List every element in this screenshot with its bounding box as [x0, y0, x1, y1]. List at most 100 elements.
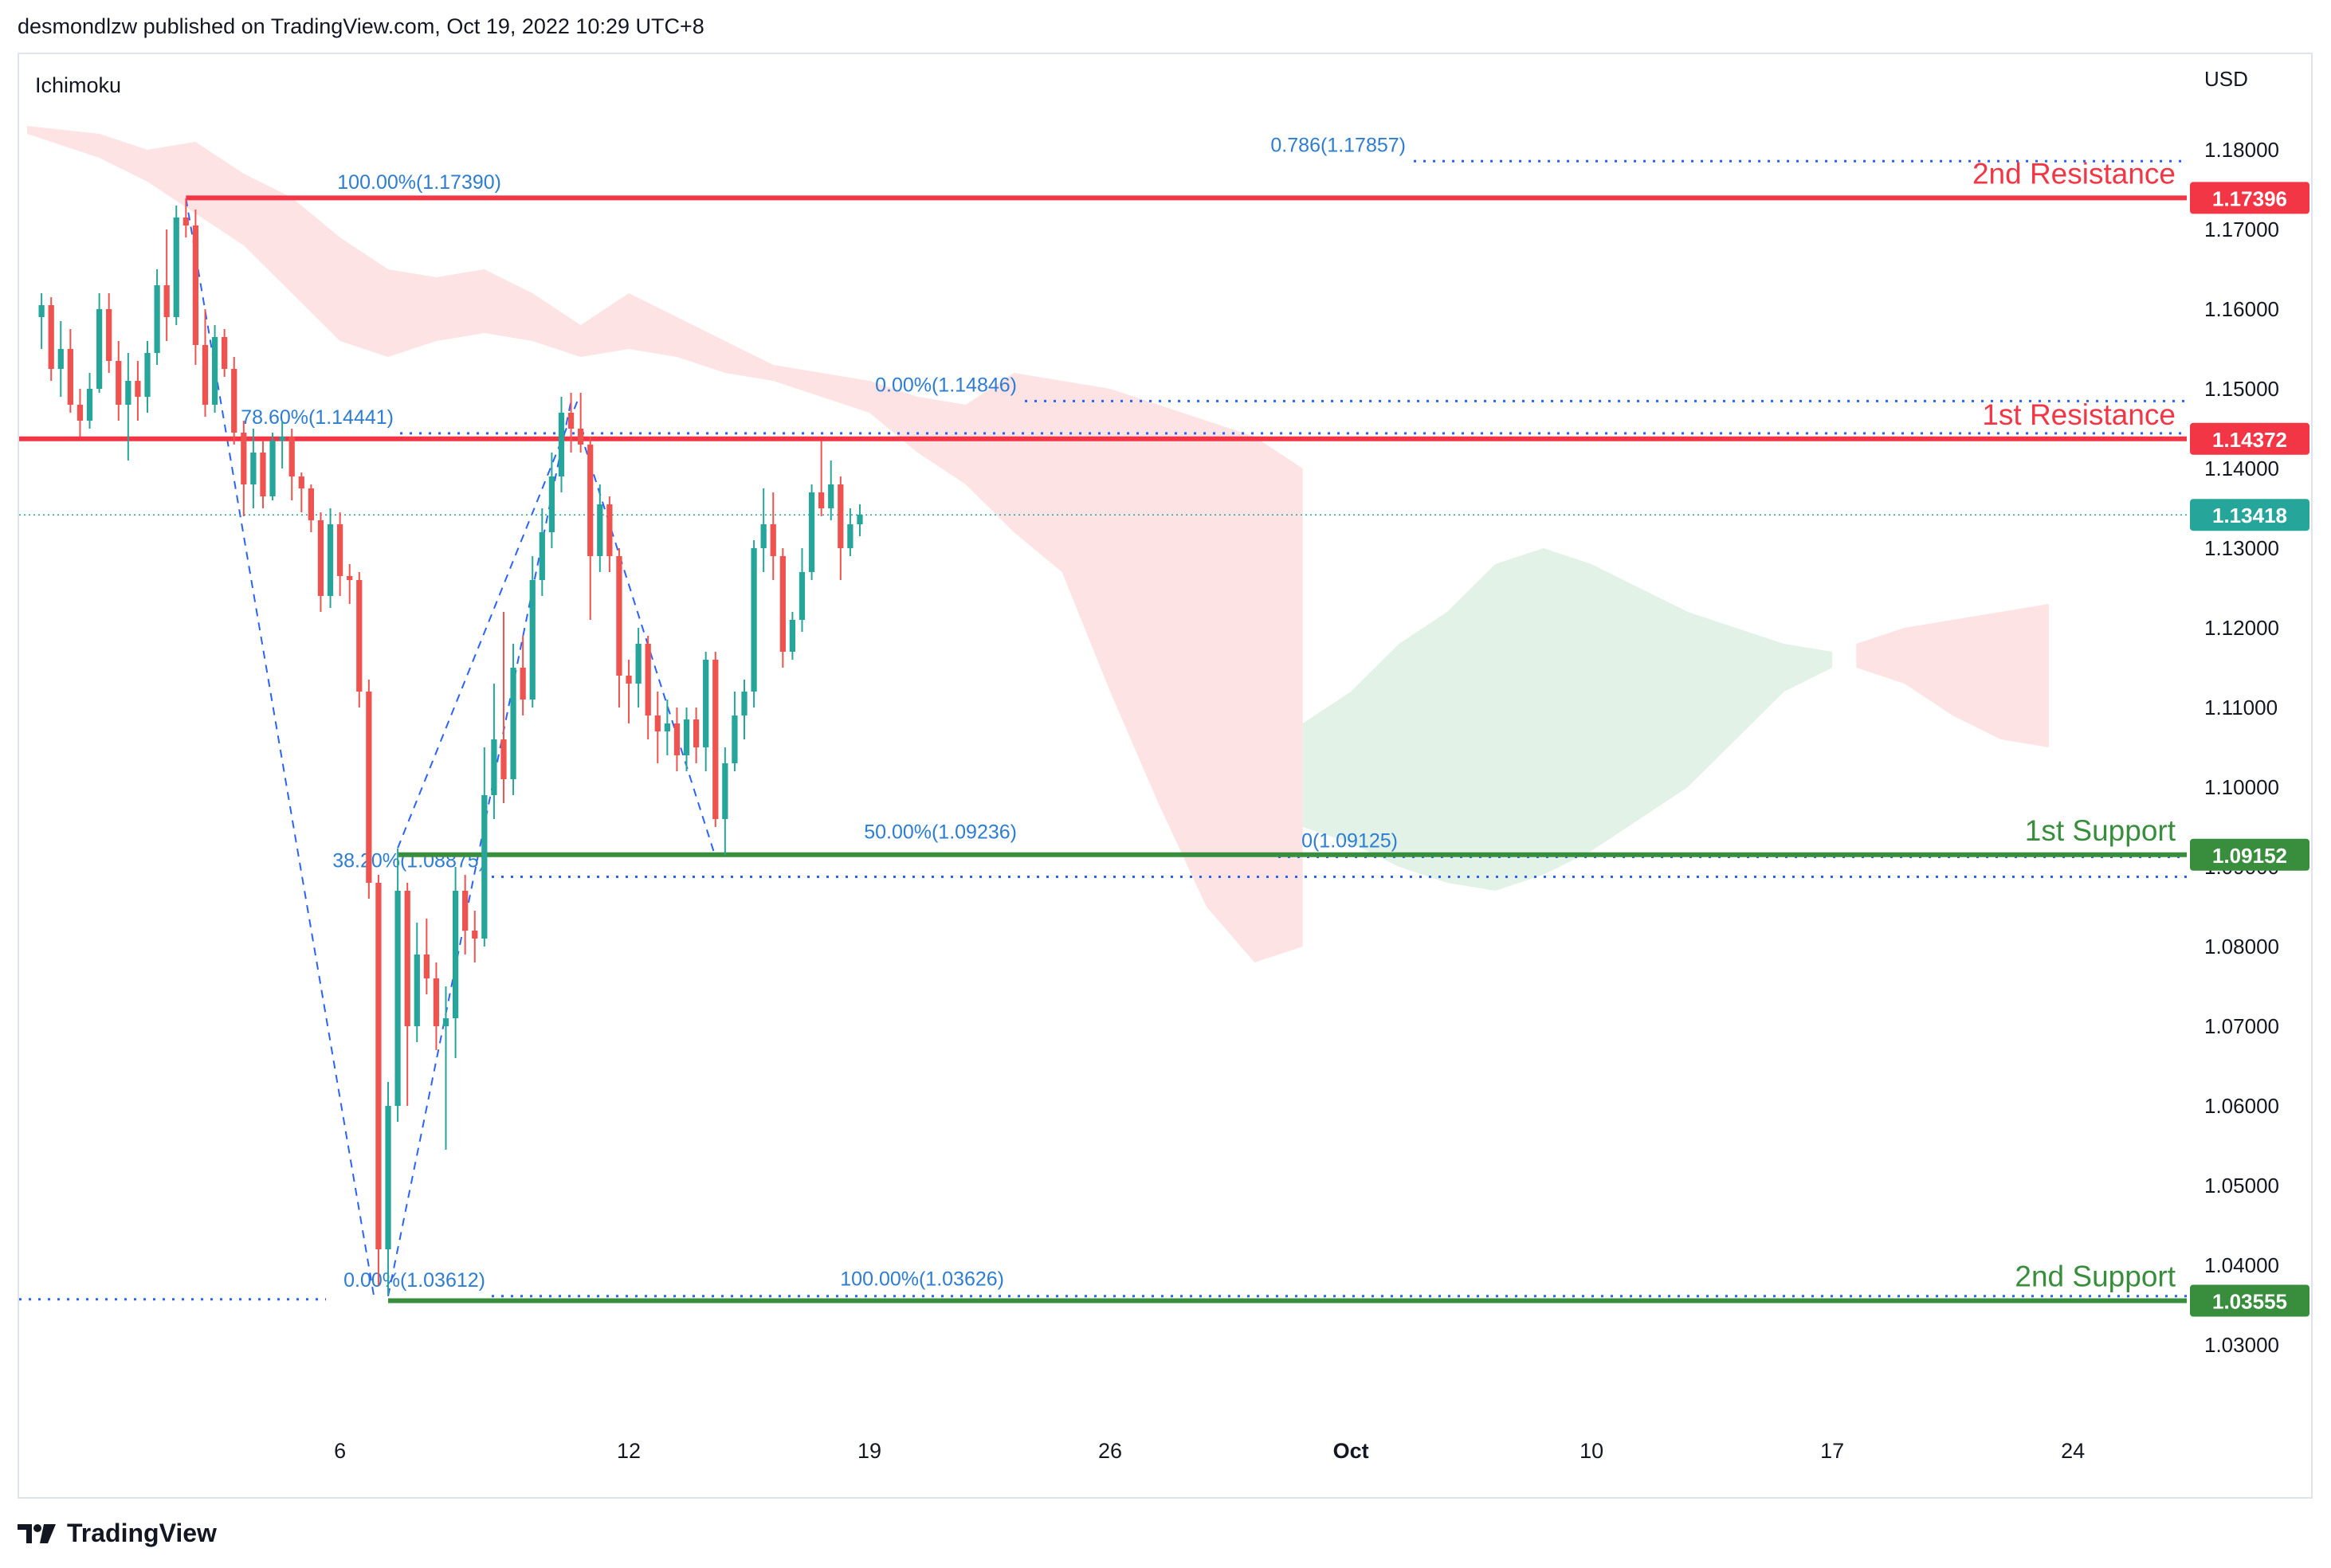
candle-body	[548, 476, 555, 532]
tradingview-logo-icon[interactable]	[18, 1523, 57, 1545]
y-tick-label: 1.08000	[2204, 935, 2279, 958]
candle-body	[838, 484, 844, 548]
support-resistance-levels: 2nd Resistance 1st Resistance 1st Support 2…	[19, 157, 2187, 1303]
x-tick-label: 12	[617, 1439, 641, 1463]
candle-body	[673, 723, 681, 755]
candle-body	[808, 492, 815, 572]
y-tick-label: 1.04000	[2204, 1253, 2279, 1277]
candle-body	[317, 520, 324, 596]
x-tick-label: 17	[1820, 1439, 1844, 1463]
candle-body	[356, 580, 363, 692]
price-tag-label: 1.13418	[2212, 504, 2287, 527]
candle-body	[269, 441, 276, 496]
x-tick-label: 24	[2061, 1439, 2085, 1463]
candle-body	[587, 445, 594, 556]
candle-body	[414, 955, 420, 1026]
candle-body	[779, 556, 786, 652]
candle-body	[751, 548, 757, 692]
y-tick-label: 1.11000	[2204, 696, 2278, 719]
y-tick-label: 1.06000	[2204, 1094, 2279, 1118]
candle-body	[38, 305, 45, 317]
candle-body	[491, 739, 497, 795]
candle-body	[202, 345, 209, 405]
level-label: 2nd Resistance	[1972, 157, 2176, 190]
chart-canvas[interactable]: Ichimoku USD 0.786(1.17857) 100.00%(1.173…	[19, 54, 2311, 1497]
candles	[38, 198, 863, 1295]
y-tick-label: 1.05000	[2204, 1174, 2279, 1198]
brand-name[interactable]: TradingView	[67, 1519, 217, 1547]
cloud-bullish	[1302, 548, 1833, 891]
candle-body	[375, 883, 382, 1249]
price-tag	[2190, 1284, 2309, 1317]
candle-body	[192, 225, 199, 345]
candle-body	[135, 381, 141, 397]
candle-body	[366, 692, 372, 883]
candle-body	[77, 405, 84, 421]
candle-body	[231, 369, 237, 433]
candle-body	[789, 620, 796, 652]
candle-body	[664, 723, 670, 731]
fib-label: 78.60%(1.14441)	[241, 406, 394, 429]
candle-body	[616, 556, 622, 676]
y-tick-label: 1.12000	[2204, 616, 2279, 640]
time-axis[interactable]: 6 12 19 26 Oct 10 17 24	[19, 1423, 2311, 1463]
candle-body	[173, 218, 179, 317]
price-tag-label: 1.09152	[2212, 844, 2287, 868]
x-tick-label: 10	[1580, 1439, 1603, 1463]
candle-body	[529, 580, 536, 700]
publish-info: desmondlzw published on TradingView.com,…	[18, 14, 704, 38]
candle-body	[96, 309, 103, 389]
candle-body	[163, 285, 170, 317]
level-label: 1st Resistance	[1982, 398, 2176, 431]
x-tick-label: 26	[1098, 1439, 1122, 1463]
fib-label: 0.00%(1.03612)	[343, 1269, 485, 1292]
candle-body	[154, 285, 160, 353]
price-tag-label: 1.14372	[2212, 428, 2287, 452]
candle-body	[211, 337, 218, 405]
candle-body	[818, 492, 825, 508]
candle-body	[539, 532, 545, 580]
candle-body	[182, 218, 189, 225]
candle-body	[67, 349, 73, 405]
candle-body	[279, 437, 285, 441]
price-tags: 1.17396 1.14372 1.09152 1.03555 1.13418	[2190, 182, 2309, 1317]
candle-body	[260, 453, 266, 496]
candle-body	[144, 353, 151, 397]
candle-body	[683, 719, 690, 755]
y-tick-label: 1.15000	[2204, 377, 2279, 401]
candle-body	[472, 931, 478, 939]
candle-body	[703, 660, 709, 747]
x-tick-label: 19	[857, 1439, 881, 1463]
currency-label: USD	[2204, 67, 2248, 91]
y-tick-label: 1.18000	[2204, 138, 2279, 162]
y-tick-label: 1.10000	[2204, 775, 2279, 799]
candle-body	[500, 739, 507, 779]
y-tick-label: 1.14000	[2204, 457, 2279, 480]
candle-body	[394, 891, 401, 1106]
price-tag-label: 1.03555	[2212, 1290, 2287, 1314]
candle-body	[423, 955, 430, 978]
candle-body	[452, 891, 459, 1018]
price-tag	[2190, 499, 2309, 531]
fib-label: 100.00%(1.03626)	[840, 1268, 1004, 1290]
candle-body	[520, 668, 526, 700]
price-axis[interactable]: 1.18000 1.17000 1.16000 1.15000 1.14000 1.130…	[2204, 138, 2279, 1357]
candle-body	[222, 337, 228, 369]
candle-body	[308, 488, 314, 520]
candle-body	[385, 1106, 391, 1249]
price-tag	[2190, 182, 2309, 214]
x-tick-label: 6	[334, 1439, 346, 1463]
y-tick-label: 1.16000	[2204, 297, 2279, 321]
candle-body	[567, 413, 575, 429]
candle-body	[693, 719, 700, 747]
candle-body	[626, 676, 632, 684]
candle-body	[722, 763, 728, 819]
candle-body	[86, 389, 93, 421]
candle-body	[106, 309, 112, 361]
level-label: 2nd Support	[2015, 1260, 2176, 1293]
candle-body	[288, 437, 295, 476]
fib-label: 100.00%(1.17390)	[337, 171, 501, 194]
candle-body	[578, 429, 584, 445]
price-tag	[2190, 838, 2309, 871]
footer: TradingView	[18, 1519, 217, 1548]
